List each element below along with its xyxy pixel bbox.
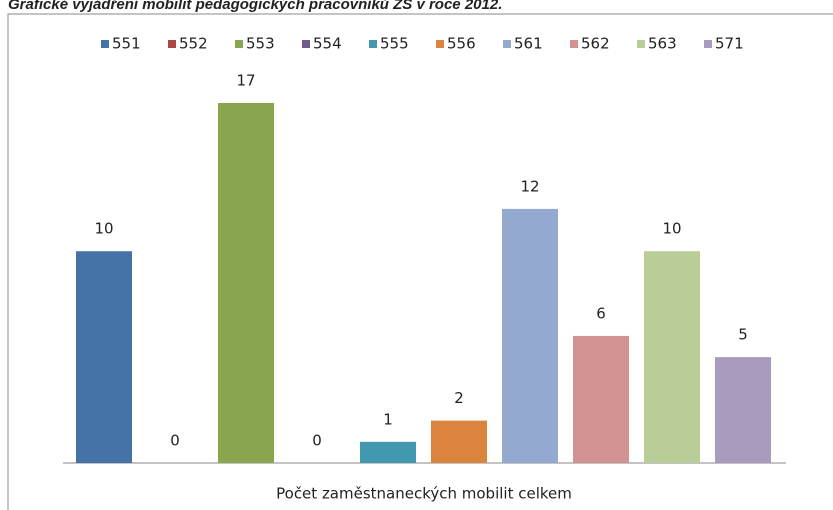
legend-label: 556: [447, 35, 476, 53]
legend-label: 554: [313, 35, 342, 53]
bar: [76, 251, 132, 463]
legend-label: 552: [179, 35, 208, 53]
data-label: 0: [312, 432, 322, 450]
data-label: 17: [236, 72, 255, 90]
legend-label: 561: [514, 35, 543, 53]
data-label: 6: [596, 304, 606, 322]
data-label: 2: [454, 389, 464, 407]
legend-label: 551: [112, 35, 141, 53]
data-label: 12: [520, 177, 539, 195]
legend-label: 571: [715, 35, 744, 53]
x-tick-label: Počet zaměstnaneckých mobilit celkem: [276, 485, 572, 503]
legend-swatch: [704, 40, 712, 48]
legend-swatch: [101, 40, 109, 48]
legend-swatch: [302, 40, 310, 48]
data-label: 0: [170, 432, 180, 450]
bar: [502, 208, 558, 463]
bar: [715, 357, 771, 463]
bar: [573, 335, 629, 463]
bar: [644, 251, 700, 463]
data-label: 10: [94, 220, 113, 238]
bar: [360, 441, 416, 463]
legend-swatch: [168, 40, 176, 48]
chart-title: Grafické vyjádření mobilit pedagogických…: [8, 0, 502, 13]
legend-swatch: [570, 40, 578, 48]
legend-label: 555: [380, 35, 409, 53]
legend-swatch: [503, 40, 511, 48]
data-label: 10: [662, 220, 681, 238]
legend-swatch: [637, 40, 645, 48]
bar: [431, 420, 487, 463]
legend-label: 562: [581, 35, 610, 53]
legend-label: 563: [648, 35, 677, 53]
legend-swatch: [235, 40, 243, 48]
legend-swatch: [369, 40, 377, 48]
legend-label: 553: [246, 35, 275, 53]
legend-swatch: [436, 40, 444, 48]
data-label: 1: [383, 410, 393, 428]
data-label: 5: [738, 326, 748, 344]
bar: [218, 103, 274, 463]
